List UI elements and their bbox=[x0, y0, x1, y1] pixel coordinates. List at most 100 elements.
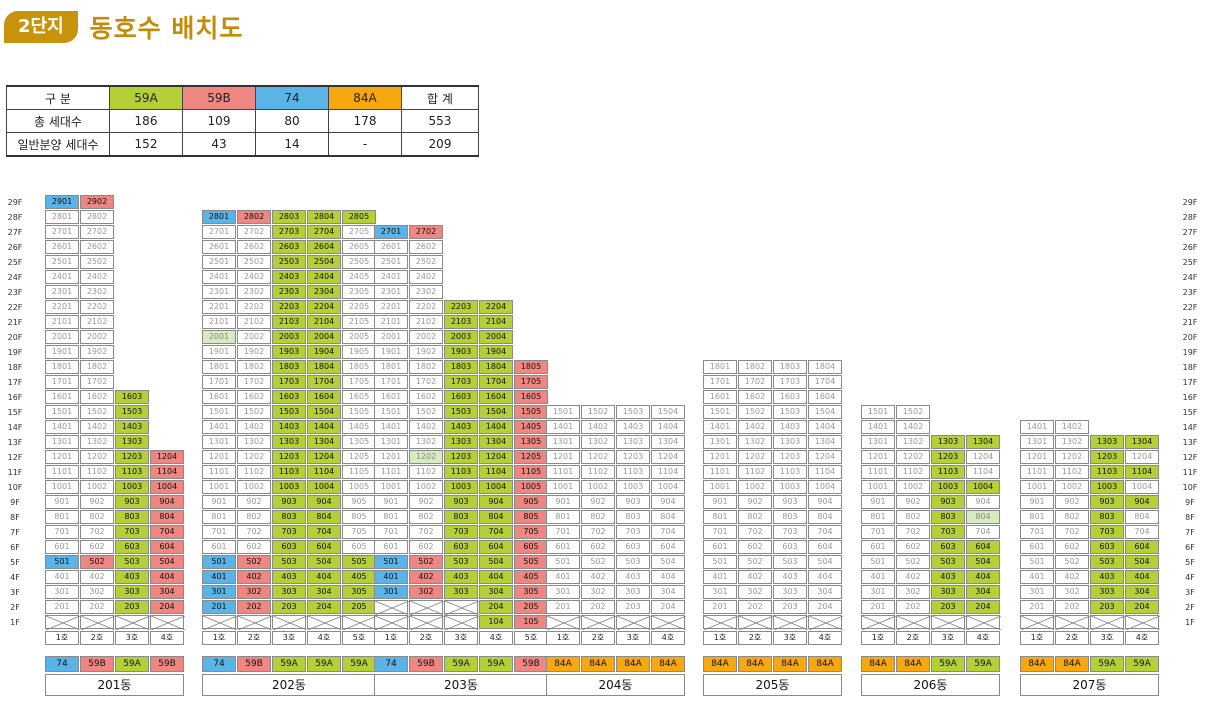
unit-cell: 205 bbox=[514, 600, 548, 614]
unit-cell: 703 bbox=[931, 525, 965, 539]
unit-cell: 1203 bbox=[773, 450, 807, 464]
unit-cell: 1801 bbox=[703, 360, 737, 374]
unit-cell: 1802 bbox=[409, 360, 443, 374]
unit-cell: 1204 bbox=[150, 450, 184, 464]
ho-label: 2호 bbox=[1055, 631, 1089, 645]
unit-cell: 1205 bbox=[342, 450, 376, 464]
unit-cell: 1403 bbox=[115, 420, 149, 434]
unit-cell: 2403 bbox=[272, 270, 306, 284]
unit-cell: 303 bbox=[115, 585, 149, 599]
unit-cell: 1503 bbox=[444, 405, 478, 419]
unit-cell: 2104 bbox=[479, 315, 513, 329]
type-label: 84A bbox=[861, 656, 895, 672]
unit-cell: 2102 bbox=[237, 315, 271, 329]
unit-cell: 1402 bbox=[896, 420, 930, 434]
ho-label: 4호 bbox=[479, 631, 513, 645]
unit-cell: 1601 bbox=[703, 390, 737, 404]
unit-cell: 1101 bbox=[1020, 465, 1054, 479]
unit-cell: 2805 bbox=[342, 210, 376, 224]
unit-cell: 1301 bbox=[546, 435, 580, 449]
unit-cell: 204 bbox=[150, 600, 184, 614]
unit-cell: 1304 bbox=[651, 435, 685, 449]
unit-cell: 1103 bbox=[773, 465, 807, 479]
unit-cell: 2103 bbox=[272, 315, 306, 329]
pilotis-cell bbox=[703, 615, 738, 630]
unit-cell: 1405 bbox=[514, 420, 548, 434]
ho-label: 1호 bbox=[45, 631, 79, 645]
unit-cell: 303 bbox=[931, 585, 965, 599]
unit-cell: 503 bbox=[1090, 555, 1124, 569]
unit-cell: 602 bbox=[738, 540, 772, 554]
unit-cell: 803 bbox=[115, 510, 149, 524]
unit-cell: 1204 bbox=[307, 450, 341, 464]
type-label: 74 bbox=[45, 656, 79, 672]
floor-labels-right: 29F 28F 27F 26F 25F 24F 23F 22F 21F 20F 19F 18F 17F 1… bbox=[1179, 195, 1201, 630]
unit-cell: 1202 bbox=[896, 450, 930, 464]
unit-cell: 1303 bbox=[616, 435, 650, 449]
type-label: 84A bbox=[896, 656, 930, 672]
unit-cell: 704 bbox=[150, 525, 184, 539]
unit-cell: 2105 bbox=[342, 315, 376, 329]
unit-cell: 1502 bbox=[738, 405, 772, 419]
unit-cell: 904 bbox=[808, 495, 842, 509]
unit-cell: 1502 bbox=[80, 405, 114, 419]
unit-cell: 1101 bbox=[546, 465, 580, 479]
unit-cell: 2003 bbox=[272, 330, 306, 344]
unit-cell: 1501 bbox=[374, 405, 408, 419]
unit-cell: 1905 bbox=[342, 345, 376, 359]
unit-cell: 1405 bbox=[342, 420, 376, 434]
unit-cell: 201 bbox=[1020, 600, 1054, 614]
unit-cell: 1302 bbox=[409, 435, 443, 449]
unit-cell: 2602 bbox=[80, 240, 114, 254]
unit-cell: 303 bbox=[272, 585, 306, 599]
ho-label: 2호 bbox=[738, 631, 772, 645]
unit-cell: 1603 bbox=[115, 390, 149, 404]
floor-label: 18F bbox=[7, 363, 23, 372]
unit-cell: 1003 bbox=[272, 480, 306, 494]
unit-cell: 1702 bbox=[409, 375, 443, 389]
unit-cell: 1605 bbox=[342, 390, 376, 404]
type-label: 59A bbox=[966, 656, 1000, 672]
summary-header-row: 구 분 59A 59B 74 84A 합 계 bbox=[6, 85, 479, 110]
unit-cell: 1001 bbox=[1020, 480, 1054, 494]
unit-cell: 2703 bbox=[272, 225, 306, 239]
unit-cell: 605 bbox=[514, 540, 548, 554]
unit-cell: 1102 bbox=[80, 465, 114, 479]
ho-label: 3호 bbox=[931, 631, 965, 645]
summary-cell: 152 bbox=[109, 132, 183, 157]
unit-cell: 1503 bbox=[272, 405, 306, 419]
unit-cell: 1201 bbox=[1020, 450, 1054, 464]
unit-cell: 903 bbox=[115, 495, 149, 509]
ho-label: 5호 bbox=[342, 631, 376, 645]
unit-cell: 704 bbox=[307, 525, 341, 539]
unit-cell: 2801 bbox=[45, 210, 79, 224]
unit-cell: 502 bbox=[80, 555, 114, 569]
unit-cell: 1801 bbox=[45, 360, 79, 374]
unit-cell: 1001 bbox=[861, 480, 895, 494]
unit-cell: 903 bbox=[444, 495, 478, 509]
unit-cell: 1003 bbox=[616, 480, 650, 494]
unit-cell: 803 bbox=[272, 510, 306, 524]
unit-cell: 701 bbox=[374, 525, 408, 539]
unit-cell: 602 bbox=[581, 540, 615, 554]
unit-cell: 1104 bbox=[808, 465, 842, 479]
unit-cell: 601 bbox=[1020, 540, 1054, 554]
unit-cell: 302 bbox=[237, 585, 271, 599]
unit-cell: 2502 bbox=[409, 255, 443, 269]
unit-cell: 2605 bbox=[342, 240, 376, 254]
unit-cell: 2405 bbox=[342, 270, 376, 284]
unit-cell: 1303 bbox=[444, 435, 478, 449]
unit-cell: 802 bbox=[237, 510, 271, 524]
unit-cell: 2205 bbox=[342, 300, 376, 314]
ho-label: 3호 bbox=[272, 631, 306, 645]
unit-cell: 201 bbox=[703, 600, 737, 614]
unit-cell: 1404 bbox=[651, 420, 685, 434]
unit-cell: 401 bbox=[202, 570, 236, 584]
unit-cell: 905 bbox=[342, 495, 376, 509]
complex-badge: 2단지 bbox=[4, 11, 78, 43]
unit-cell: 1203 bbox=[444, 450, 478, 464]
unit-cell: 2401 bbox=[374, 270, 408, 284]
unit-cell: 602 bbox=[896, 540, 930, 554]
unit-cell: 1505 bbox=[514, 405, 548, 419]
unit-cell: 201 bbox=[861, 600, 895, 614]
